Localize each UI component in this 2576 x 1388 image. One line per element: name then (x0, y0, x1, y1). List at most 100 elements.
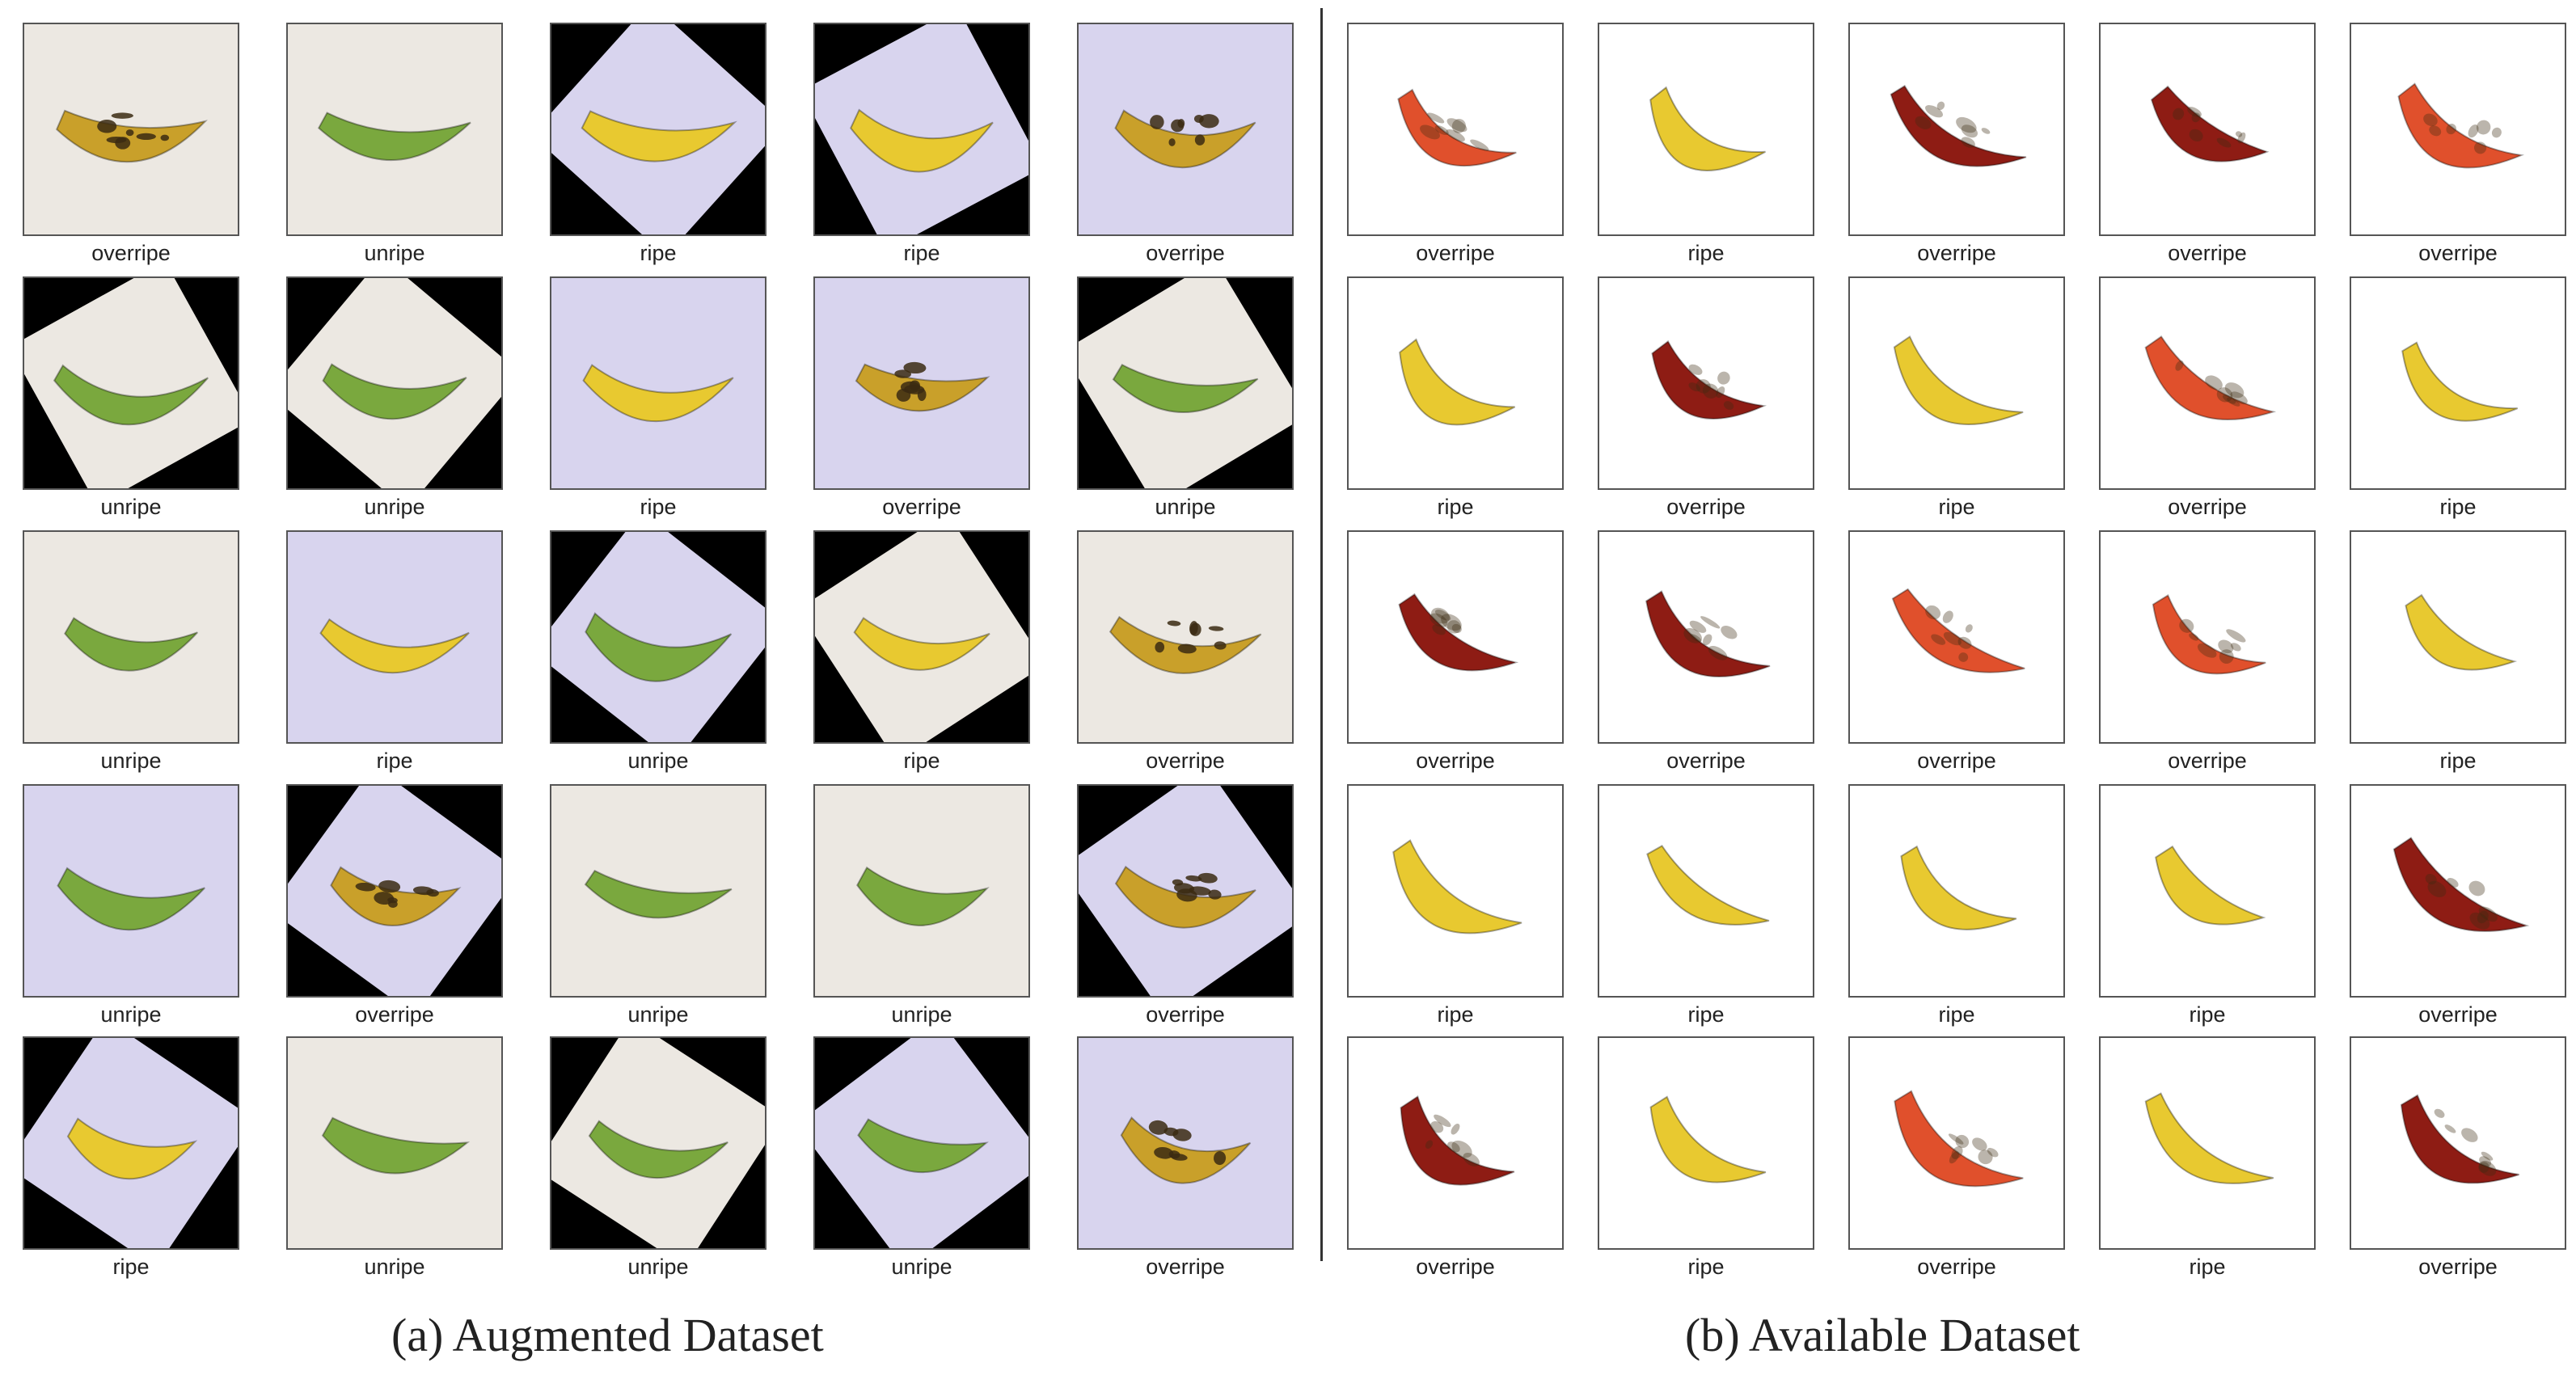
ripeness-label: ripe (1938, 495, 1975, 519)
ripeness-label: overripe (2168, 749, 2247, 773)
ripeness-label: overripe (1416, 241, 1495, 265)
available-cell: overripe (1598, 276, 1814, 519)
available-cell: ripe (1347, 276, 1564, 519)
ripeness-label: overripe (1146, 1002, 1225, 1027)
banana-image (1598, 530, 1814, 744)
banana-image (2099, 1036, 2316, 1250)
available-cell: overripe (2099, 23, 2316, 265)
available-cell: ripe (2099, 1036, 2316, 1279)
augmented-cell: overripe (813, 276, 1030, 519)
banana-image (1598, 1036, 1814, 1250)
banana-image (550, 276, 766, 490)
banana-image (550, 1036, 766, 1250)
banana-image (2350, 1036, 2566, 1250)
augmented-cell: unripe (23, 530, 239, 773)
available-cell: ripe (2099, 784, 2316, 1027)
ripeness-label: unripe (627, 749, 689, 773)
augmented-cell: ripe (813, 530, 1030, 773)
augmented-cell: unripe (286, 23, 503, 265)
ripeness-label: ripe (1687, 241, 1725, 265)
banana-image (2099, 784, 2316, 998)
banana-image (2350, 276, 2566, 490)
ripeness-label: unripe (364, 495, 425, 519)
banana-image (2099, 23, 2316, 236)
banana-image (2350, 23, 2566, 236)
banana-image (1848, 530, 2065, 744)
ripeness-label: ripe (903, 749, 940, 773)
available-cell: overripe (1347, 23, 1564, 265)
available-cell: overripe (2350, 784, 2566, 1027)
banana-image (286, 276, 503, 490)
ripeness-label: ripe (640, 241, 677, 265)
available-cell: ripe (1598, 1036, 1814, 1279)
banana-image (550, 784, 766, 998)
augmented-cell: ripe (286, 530, 503, 773)
banana-image (286, 23, 503, 236)
augmented-cell: unripe (813, 784, 1030, 1027)
augmented-cell: unripe (550, 784, 766, 1027)
banana-image (23, 1036, 239, 1250)
augmented-cell: overripe (23, 23, 239, 265)
ripeness-label: ripe (112, 1255, 150, 1279)
banana-image (1077, 784, 1294, 998)
banana-image (1347, 784, 1564, 998)
banana-image (286, 1036, 503, 1250)
banana-image (1077, 276, 1294, 490)
ripeness-label: ripe (903, 241, 940, 265)
available-cell: ripe (1848, 784, 2065, 1027)
ripeness-label: ripe (376, 749, 413, 773)
banana-image (1848, 784, 2065, 998)
ripeness-label: unripe (364, 241, 425, 265)
available-cell: overripe (2350, 1036, 2566, 1279)
available-cell: overripe (2350, 23, 2566, 265)
ripeness-label: overripe (1416, 1255, 1495, 1279)
augmented-cell: ripe (23, 1036, 239, 1279)
banana-image (1848, 1036, 2065, 1250)
augmented-cell: unripe (23, 784, 239, 1027)
ripeness-label: overripe (2168, 495, 2247, 519)
ripeness-label: ripe (1687, 1255, 1725, 1279)
augmented-cell: unripe (1077, 276, 1294, 519)
augmented-cell: unripe (550, 1036, 766, 1279)
banana-image (286, 784, 503, 998)
ripeness-label: overripe (1917, 1255, 1996, 1279)
ripeness-label: ripe (2439, 495, 2477, 519)
banana-image (286, 530, 503, 744)
banana-image (550, 23, 766, 236)
banana-image (23, 276, 239, 490)
ripeness-label: ripe (1687, 1002, 1725, 1027)
ripeness-label: unripe (100, 495, 162, 519)
banana-image (1077, 530, 1294, 744)
banana-image (550, 530, 766, 744)
available-cell: ripe (1598, 23, 1814, 265)
augmented-cell: unripe (550, 530, 766, 773)
ripeness-label: unripe (627, 1255, 689, 1279)
available-cell: overripe (2099, 276, 2316, 519)
ripeness-label: overripe (1666, 749, 1746, 773)
ripeness-label: ripe (1437, 495, 1474, 519)
augmented-cell: unripe (23, 276, 239, 519)
available-cell: ripe (2350, 276, 2566, 519)
ripeness-label: overripe (2418, 241, 2498, 265)
ripeness-label: overripe (2168, 241, 2247, 265)
ripeness-label: overripe (1146, 749, 1225, 773)
augmented-dataset-caption: (a) Augmented Dataset (391, 1309, 824, 1361)
available-cell: overripe (1848, 530, 2065, 773)
ripeness-label: unripe (364, 1255, 425, 1279)
ripeness-label: overripe (1917, 749, 1996, 773)
ripeness-label: ripe (1938, 1002, 1975, 1027)
banana-image (1347, 530, 1564, 744)
banana-image (813, 784, 1030, 998)
ripeness-label: overripe (1146, 1255, 1225, 1279)
augmented-cell: overripe (1077, 23, 1294, 265)
augmented-cell: overripe (1077, 1036, 1294, 1279)
available-cell: ripe (2350, 530, 2566, 773)
banana-image (23, 784, 239, 998)
available-cell: overripe (1347, 530, 1564, 773)
ripeness-label: unripe (627, 1002, 689, 1027)
ripeness-label: unripe (891, 1002, 952, 1027)
banana-image (1347, 1036, 1564, 1250)
banana-image (23, 23, 239, 236)
banana-image (1077, 1036, 1294, 1250)
ripeness-label: overripe (91, 241, 171, 265)
